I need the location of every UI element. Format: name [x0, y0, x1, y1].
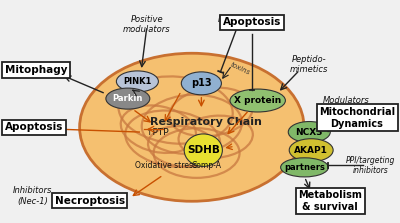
Text: Respiratory Chain: Respiratory Chain	[150, 117, 262, 126]
Text: PPI/targeting
inhibitors: PPI/targeting inhibitors	[346, 156, 395, 175]
Text: X protein: X protein	[234, 96, 281, 105]
Ellipse shape	[230, 89, 286, 112]
Text: Modulators: Modulators	[323, 96, 370, 105]
Text: Apoptosis: Apoptosis	[223, 17, 281, 27]
Text: Metabolism
& survival: Metabolism & survival	[298, 190, 362, 212]
Ellipse shape	[288, 122, 330, 142]
Ellipse shape	[184, 134, 222, 166]
Text: ↑PTP: ↑PTP	[145, 128, 168, 136]
Text: NCX3: NCX3	[296, 128, 323, 136]
Ellipse shape	[281, 158, 328, 177]
Ellipse shape	[289, 139, 333, 162]
Text: Apoptosis: Apoptosis	[5, 122, 64, 132]
Text: Peptido-
mimetics: Peptido- mimetics	[290, 55, 328, 74]
Text: PINK1: PINK1	[123, 77, 152, 86]
Text: partners: partners	[284, 163, 325, 172]
Text: Necroptosis: Necroptosis	[54, 196, 125, 206]
Ellipse shape	[116, 71, 158, 92]
Text: SDHB: SDHB	[187, 145, 220, 155]
Ellipse shape	[106, 88, 150, 109]
Text: Positive
modulators: Positive modulators	[123, 14, 171, 34]
Text: Mitophagy: Mitophagy	[5, 65, 68, 75]
Ellipse shape	[181, 72, 222, 95]
Text: Mitochondrial
Dynamics: Mitochondrial Dynamics	[319, 107, 395, 128]
Text: Inhibitors
(Nec-1): Inhibitors (Nec-1)	[13, 186, 52, 206]
Text: p13: p13	[191, 78, 212, 88]
Ellipse shape	[80, 53, 304, 201]
Text: toxins: toxins	[229, 62, 251, 76]
Text: Inhibitors: Inhibitors	[218, 14, 257, 24]
Text: Parkin: Parkin	[113, 94, 143, 103]
Text: Comp-A: Comp-A	[191, 161, 221, 170]
Text: AKAP1: AKAP1	[294, 146, 328, 155]
Text: Oxidative stress: Oxidative stress	[135, 161, 197, 170]
